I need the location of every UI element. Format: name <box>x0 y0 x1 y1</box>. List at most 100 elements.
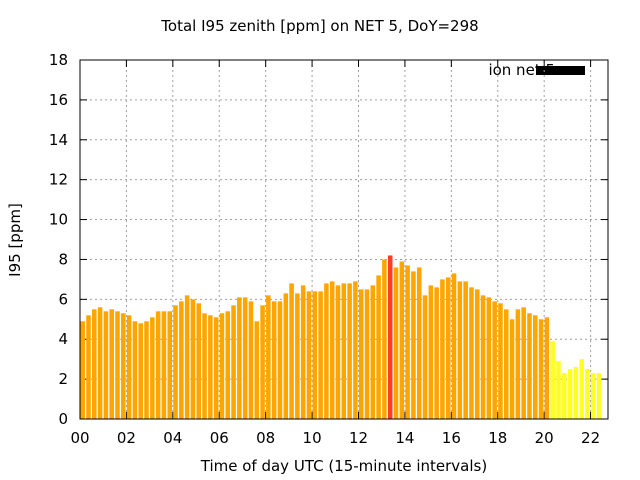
bar <box>335 285 341 419</box>
bar <box>242 297 248 419</box>
y-tick-label: 4 <box>58 330 68 348</box>
y-tick-label: 10 <box>49 211 68 229</box>
bar <box>347 283 352 419</box>
bar <box>341 283 347 419</box>
bar <box>492 301 497 419</box>
x-tick-label: 16 <box>442 429 461 447</box>
y-tick-label: 8 <box>58 250 68 268</box>
bar <box>225 311 231 419</box>
y-tick-label: 14 <box>49 131 68 149</box>
y-tick-label: 18 <box>49 51 68 69</box>
legend-swatch <box>536 66 585 75</box>
bar <box>585 369 590 419</box>
bar <box>405 265 410 419</box>
bar <box>579 359 584 419</box>
x-tick-label: 14 <box>395 429 414 447</box>
bar <box>538 319 544 419</box>
bar <box>248 301 254 419</box>
x-tick-label: 20 <box>535 429 554 447</box>
bar <box>509 319 515 419</box>
x-tick-label: 10 <box>303 429 322 447</box>
y-tick-label: 12 <box>49 171 68 189</box>
bar <box>202 313 207 419</box>
bar <box>440 279 445 419</box>
bar <box>271 301 277 419</box>
bar <box>596 373 602 419</box>
x-tick-label: 08 <box>256 429 275 447</box>
bar <box>109 309 114 419</box>
bar <box>300 285 306 419</box>
bar <box>231 305 236 419</box>
bar <box>219 313 225 419</box>
bar <box>86 315 91 419</box>
y-tick-label: 16 <box>49 91 68 109</box>
bar <box>550 341 555 419</box>
bar <box>393 267 399 419</box>
bar <box>190 299 196 419</box>
bar <box>486 297 492 419</box>
chart-title: Total I95 zenith [ppm] on NET 5, DoY=298 <box>161 17 479 35</box>
bar <box>556 361 561 419</box>
bar <box>132 321 138 419</box>
bar <box>318 291 323 419</box>
bar <box>173 305 178 419</box>
y-tick-label: 6 <box>58 290 68 308</box>
bar <box>237 297 242 419</box>
x-tick-label: 06 <box>210 429 229 447</box>
bar <box>521 307 526 419</box>
bar <box>295 293 300 419</box>
bar <box>399 261 405 419</box>
bar <box>353 281 358 419</box>
bar <box>103 311 109 419</box>
bar <box>184 295 190 419</box>
y-tick-label: 2 <box>58 370 68 388</box>
bar <box>364 289 370 419</box>
bar <box>254 321 260 419</box>
x-tick-label: 22 <box>581 429 600 447</box>
bar <box>179 301 184 419</box>
x-tick-label: 00 <box>70 429 89 447</box>
bar <box>457 281 463 419</box>
bar <box>480 295 486 419</box>
bar <box>167 311 172 419</box>
bar <box>567 369 573 419</box>
bar <box>469 287 474 419</box>
bar <box>329 281 335 419</box>
bar <box>121 313 126 419</box>
bar <box>126 315 132 419</box>
bar <box>289 283 294 419</box>
plot-frame <box>79 59 609 420</box>
bar <box>92 309 97 419</box>
bar <box>463 281 468 419</box>
bar <box>138 323 143 419</box>
x-tick-label: 02 <box>117 429 136 447</box>
bar <box>434 287 439 419</box>
bar <box>382 259 387 419</box>
bar <box>422 295 428 419</box>
bar <box>504 309 509 419</box>
bar <box>376 275 381 419</box>
bar <box>562 373 567 419</box>
bar <box>266 295 271 419</box>
bar <box>416 267 422 419</box>
bar <box>260 305 265 419</box>
bar <box>515 309 521 419</box>
bar <box>411 271 416 419</box>
bar <box>591 373 596 419</box>
bar <box>324 283 329 419</box>
bar <box>80 321 85 419</box>
x-tick-label: 04 <box>163 429 182 447</box>
x-tick-label: 18 <box>488 429 507 447</box>
bar <box>277 301 283 419</box>
bar <box>533 315 538 419</box>
x-axis-label: Time of day UTC (15-minute intervals) <box>200 457 488 475</box>
bar <box>150 317 155 419</box>
bar <box>283 293 289 419</box>
bar <box>306 291 312 419</box>
y-tick-label: 0 <box>58 410 68 428</box>
bar <box>144 321 149 419</box>
bar <box>428 285 434 419</box>
bar <box>498 303 503 419</box>
bar <box>161 311 167 419</box>
